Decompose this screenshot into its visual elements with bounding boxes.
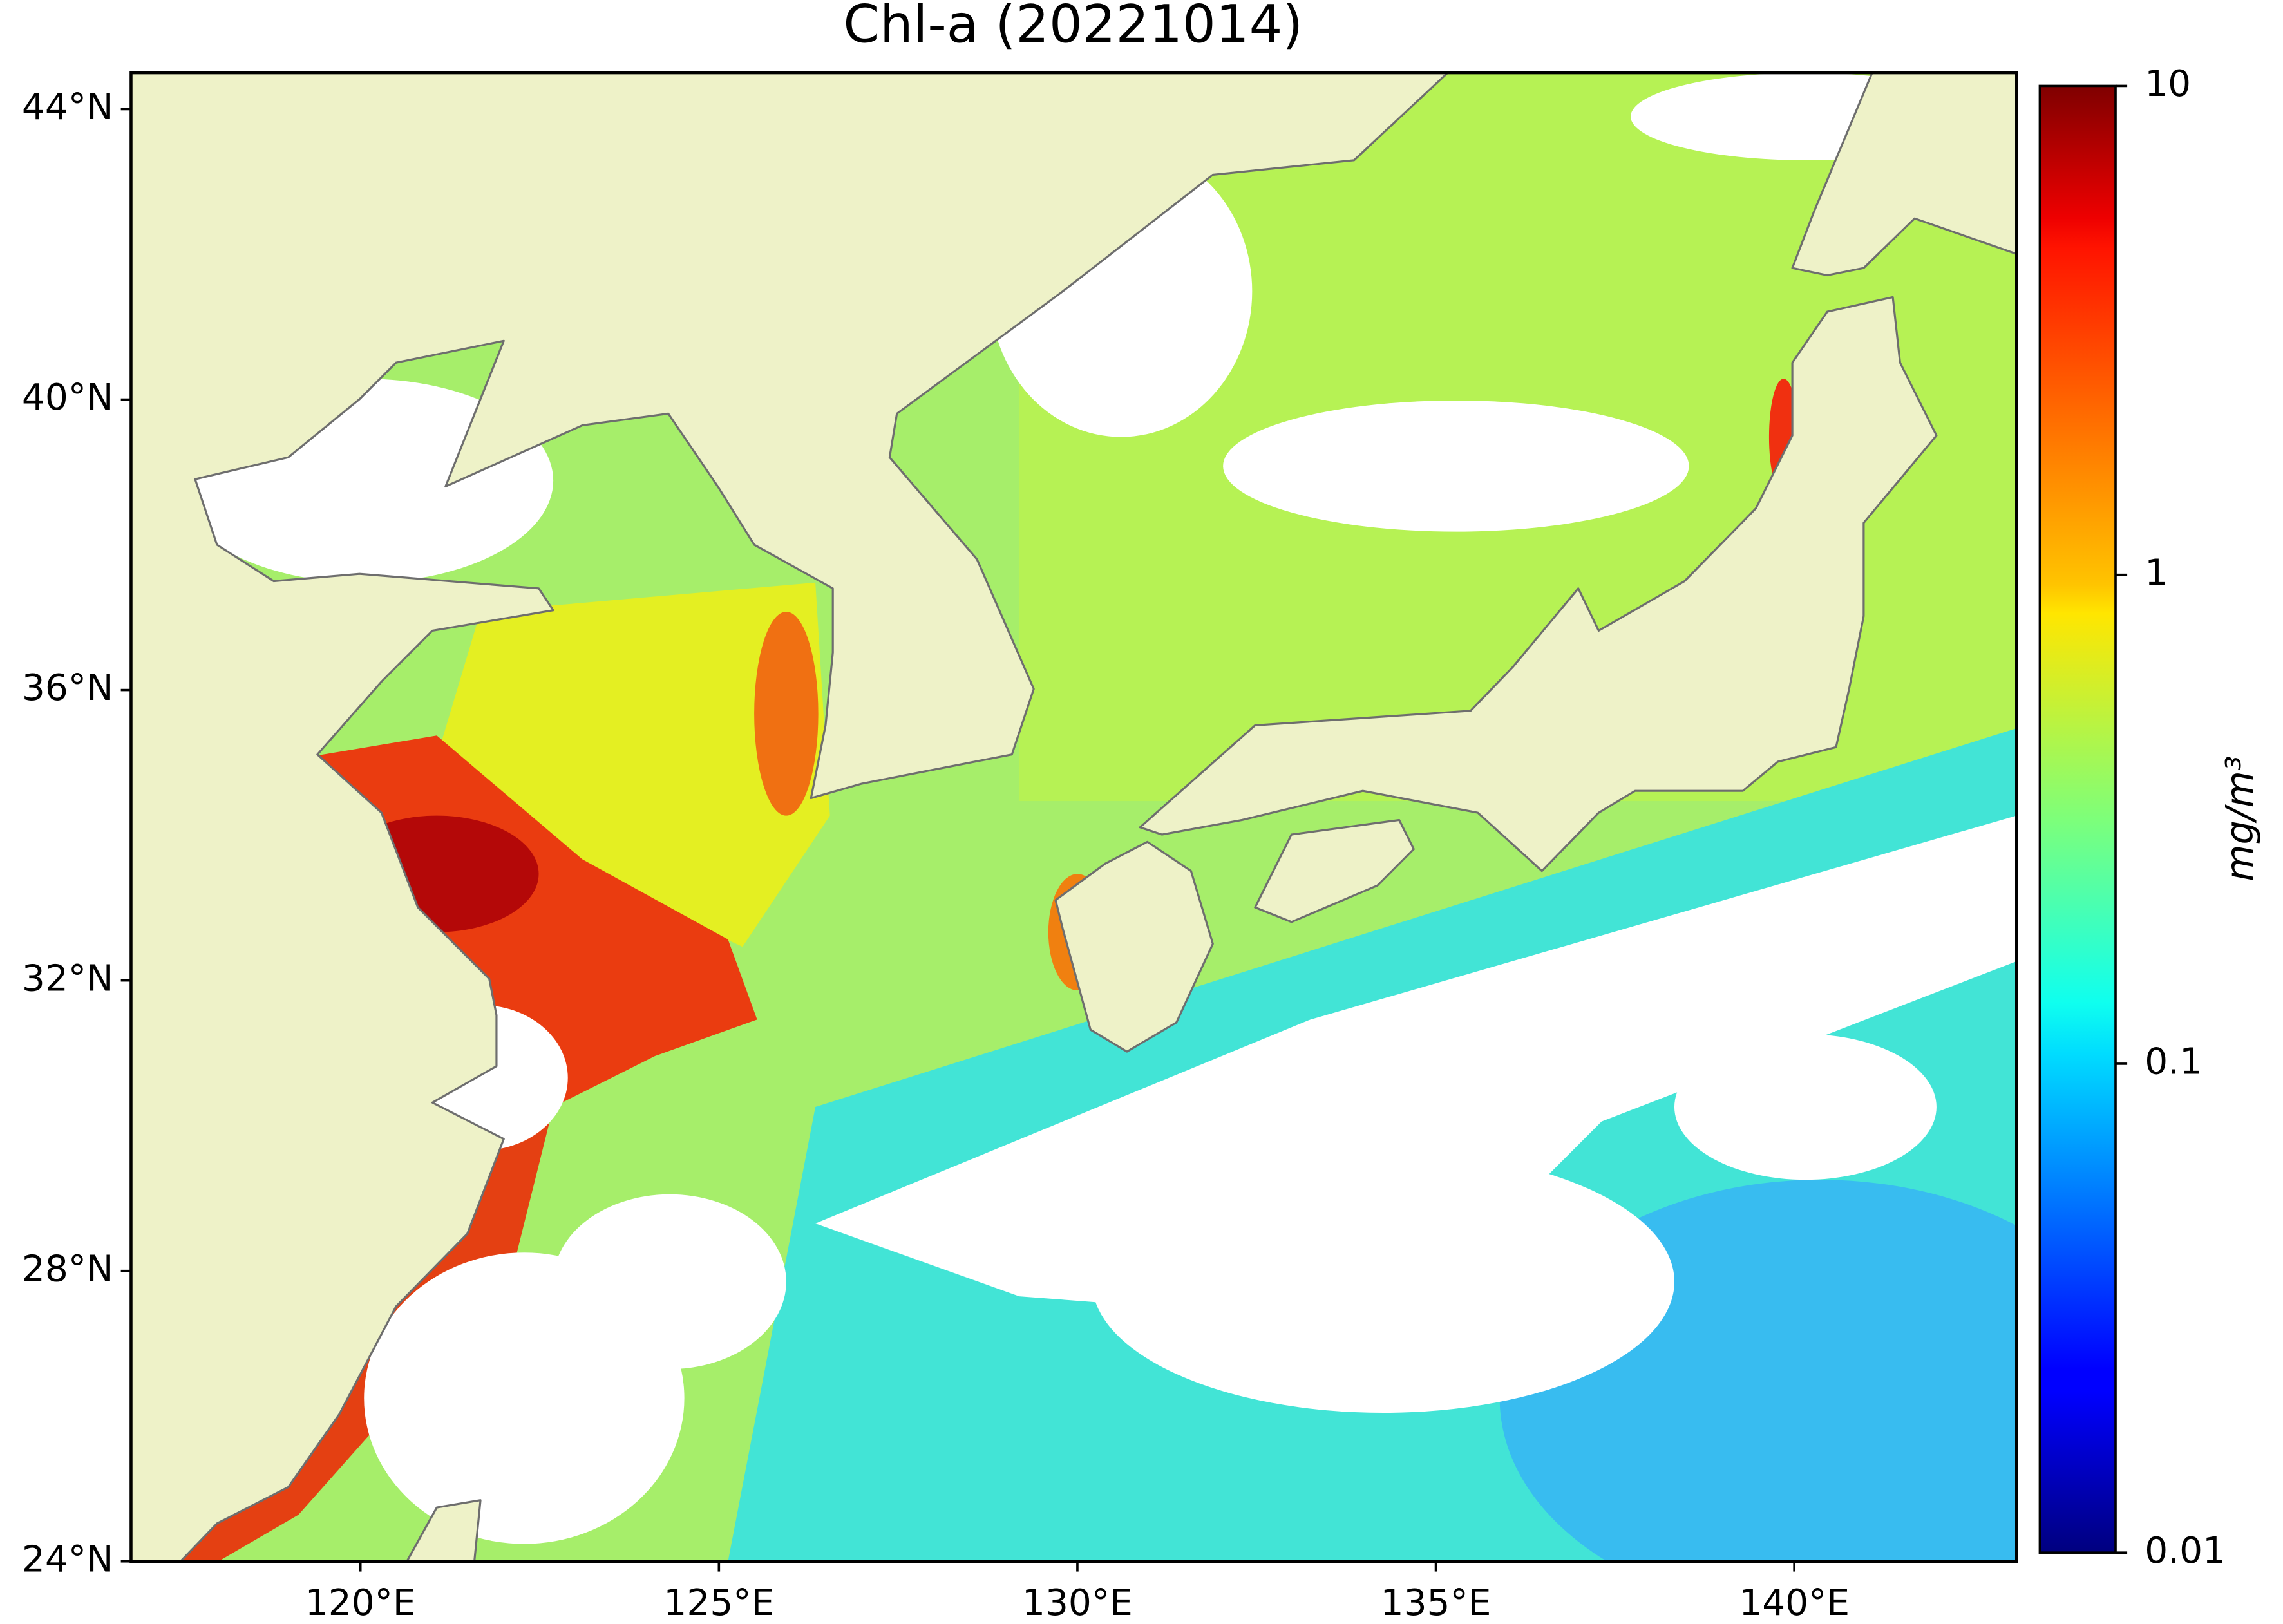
y-tick-label: 44°N bbox=[22, 86, 113, 128]
y-tick-label: 24°N bbox=[22, 1538, 113, 1580]
honshu bbox=[1139, 296, 1938, 873]
y-tick-label: 40°N bbox=[22, 377, 113, 419]
colorbar-label: mg/m³ bbox=[2217, 756, 2262, 882]
korea-coast-bloom bbox=[754, 611, 819, 816]
x-tick-label: 120°E bbox=[305, 1582, 416, 1624]
cloud bbox=[815, 815, 2017, 1326]
shikoku bbox=[1254, 818, 1415, 923]
x-tick-label: 135°E bbox=[1381, 1582, 1492, 1624]
colorbar-tick-label: 0.01 bbox=[2145, 1530, 2226, 1572]
cloud bbox=[1674, 1034, 1937, 1180]
colorbar-tick-label: 0.1 bbox=[2145, 1041, 2202, 1083]
colorbar bbox=[2038, 84, 2117, 1554]
mainland bbox=[131, 73, 1450, 1562]
cloud bbox=[1092, 1150, 1674, 1413]
y-tick-label: 36°N bbox=[22, 667, 113, 709]
map-frame bbox=[129, 71, 2018, 1563]
colorbar-tick-label: 10 bbox=[2145, 63, 2191, 105]
y-tick-label: 28°N bbox=[22, 1248, 113, 1290]
kyushu bbox=[1054, 840, 1214, 1053]
colorbar-tick-label: 1 bbox=[2145, 552, 2168, 594]
map-image bbox=[131, 73, 2017, 1562]
hokkaido bbox=[1791, 73, 2017, 277]
cloud bbox=[1223, 401, 1689, 532]
y-tick-label: 32°N bbox=[22, 958, 113, 999]
x-tick-label: 140°E bbox=[1739, 1582, 1850, 1624]
map-title: Chl-a (20221014) bbox=[843, 0, 1303, 55]
yellow-sea bbox=[437, 582, 830, 947]
cloud bbox=[553, 1194, 786, 1370]
x-tick-label: 125°E bbox=[663, 1582, 774, 1624]
x-tick-label: 130°E bbox=[1022, 1582, 1133, 1624]
taiwan bbox=[405, 1499, 482, 1562]
